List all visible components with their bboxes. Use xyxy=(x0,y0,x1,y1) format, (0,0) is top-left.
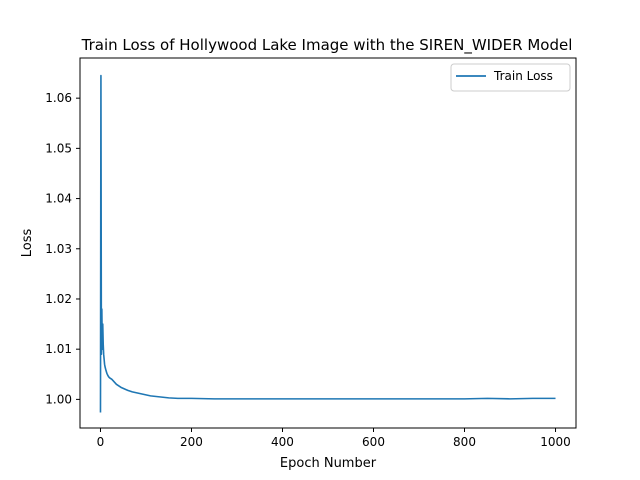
y-axis-label: Loss xyxy=(20,229,35,258)
legend-box xyxy=(450,63,571,92)
plot-area-frame xyxy=(79,57,577,429)
legend: Train Loss xyxy=(450,63,571,92)
x-tick-label: 200 xyxy=(180,435,203,449)
y-tick-label: 1.06 xyxy=(45,91,72,105)
x-tick-label: 600 xyxy=(362,435,385,449)
series-layer xyxy=(99,74,556,413)
y-axis: 1.00 1.01 1.02 1.03 1.04 1.05 1.06 xyxy=(45,91,80,406)
x-tick-label: 0 xyxy=(97,435,105,449)
y-tick-label: 1.03 xyxy=(45,242,72,256)
x-tick-label: 1000 xyxy=(540,435,571,449)
chart-title: Train Loss of Hollywood Lake Image with … xyxy=(81,36,573,55)
x-tick-label: 400 xyxy=(271,435,294,449)
x-axis-label: Epoch Number xyxy=(280,456,377,471)
legend-label-train-loss: Train Loss xyxy=(493,69,553,83)
series-line-train-loss xyxy=(99,74,556,413)
y-tick-label: 1.05 xyxy=(45,141,72,155)
y-tick-label: 1.04 xyxy=(45,192,72,206)
x-axis: 0 200 400 600 800 1000 xyxy=(97,428,571,449)
x-tick-label: 800 xyxy=(453,435,476,449)
y-tick-label: 1.00 xyxy=(45,392,72,406)
y-tick-label: 1.02 xyxy=(45,292,72,306)
y-tick-label: 1.01 xyxy=(45,342,72,356)
